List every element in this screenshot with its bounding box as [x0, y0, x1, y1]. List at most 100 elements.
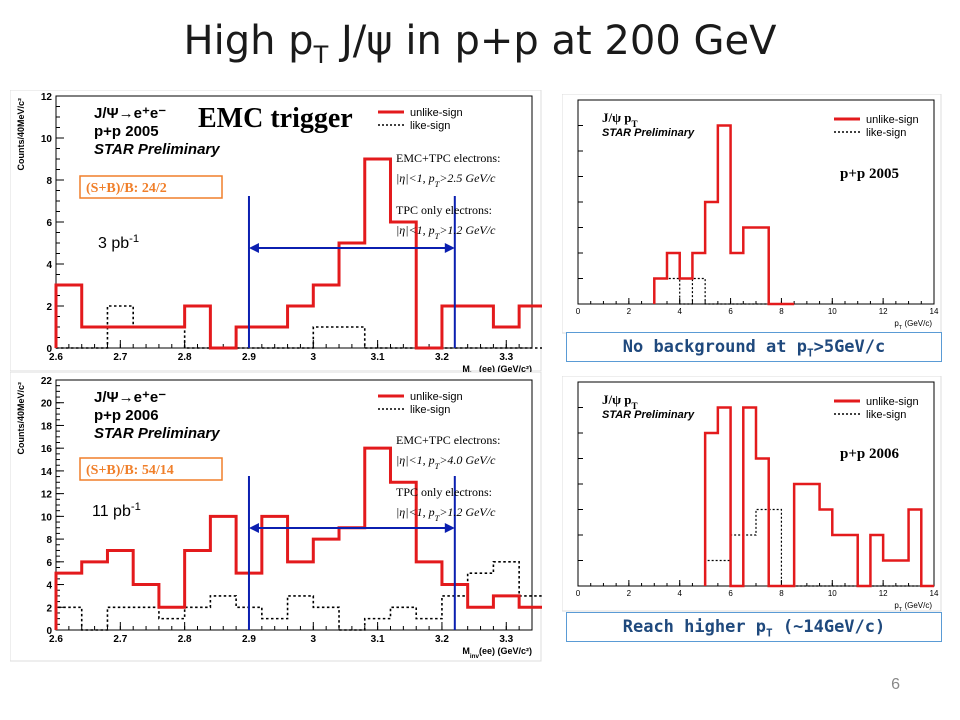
x-axis-title-part-2: (ee) (GeV/c²)	[479, 364, 532, 372]
x-tick-label: 14	[930, 589, 939, 598]
x-tick-label: 3.3	[499, 352, 513, 363]
lumi-label-part-1: -1	[131, 501, 141, 513]
cut-condition-part-2: >4.0 GeV/c	[439, 453, 496, 467]
y-axis-title: Counts/40MeV/c²	[16, 382, 26, 455]
y-tick-label: 0	[46, 626, 52, 637]
caption-bottom-b: (~14GeV/c)	[772, 617, 886, 637]
series-unlike-sign	[54, 157, 542, 350]
panel-minv-2005: 0 2 4 6 8 10 12 2.6 2.7 2.8 2.9 3 3.1 3.2 3.3 Counts/40…	[10, 90, 542, 372]
y-tick-label: 6	[46, 218, 52, 229]
series-unlike-sign	[54, 446, 542, 630]
overlay-title: EMC trigger	[198, 103, 353, 134]
x-tick-label: 3.1	[371, 634, 385, 645]
series-like-sign	[653, 277, 795, 305]
x-tick-label: 2.6	[49, 634, 63, 645]
x-tick-label: 3	[311, 352, 317, 363]
caption-reach-higher: Reach higher pT (~14GeV/c)	[566, 612, 942, 642]
x-axis-title-part-0: M	[462, 364, 470, 372]
y-tick-label: 6	[46, 558, 52, 569]
dataset-tag: p+p 2006	[840, 446, 899, 462]
x-tick-label: 4	[677, 307, 682, 316]
window-arrow-left-head	[248, 243, 259, 253]
cut-condition-part-0: |η|<1, p	[396, 223, 435, 237]
sb-box	[79, 175, 223, 199]
header-preliminary: STAR Preliminary	[94, 141, 220, 158]
header-dataset: p+p 2005	[94, 123, 159, 140]
header-title: J/ψ pT	[602, 110, 638, 129]
dataset-tag: p+p 2005	[840, 166, 899, 182]
sb-box-label: (S+B)/B: 24/2	[86, 181, 167, 196]
x-tick-label: 3.1	[371, 352, 385, 363]
cut-condition-part-1: T	[435, 180, 441, 189]
y-tick-label: 10	[41, 134, 53, 145]
y-tick-label: 8	[46, 535, 52, 546]
x-tick-label: 0	[576, 589, 581, 598]
cut-condition-part-0: |η|<1, p	[396, 505, 435, 519]
caption-top-sub: T	[806, 346, 814, 360]
slide-title: High pT J/ψ in p+p at 200 GeV	[0, 18, 960, 69]
header-preliminary: STAR Preliminary	[602, 409, 695, 421]
x-tick-label: 12	[879, 307, 888, 316]
panel-pt-2005: 0 2 4 6 8 10 12 14 pT (GeV/c) J/ψ pT STAR Prelimin…	[562, 94, 942, 334]
x-tick-label: 2	[627, 307, 632, 316]
caption-top-a: No background at p	[622, 337, 807, 357]
y-tick-label: 2	[46, 302, 52, 313]
y-tick-label: 22	[41, 376, 53, 387]
x-tick-label: 2.9	[242, 352, 256, 363]
sb-box	[79, 457, 223, 481]
cut-condition: |η|<1, pT>1.2 GeV/c	[396, 505, 496, 523]
header-preliminary: STAR Preliminary	[94, 425, 220, 442]
cut-condition-part-1: T	[435, 232, 441, 241]
lumi-label: 3 pb-1	[98, 233, 139, 252]
cut-title: TPC only electrons:	[396, 203, 492, 217]
canvas-frame	[10, 90, 542, 372]
x-tick-label: 2.9	[242, 634, 256, 645]
x-axis-title-part-0: p	[894, 601, 899, 610]
x-tick-label: 2.7	[113, 352, 127, 363]
chart-minv-2005: 0 2 4 6 8 10 12 2.6 2.7 2.8 2.9 3 3.1 3.2 3.3 Counts/40…	[10, 90, 542, 372]
canvas-frame	[562, 376, 942, 612]
cut-condition-part-1: T	[435, 462, 441, 471]
x-tick-label: 8	[779, 307, 784, 316]
header-decay: J/Ψ→e⁺e⁻	[94, 105, 166, 122]
lumi-label-part-1: -1	[129, 233, 139, 245]
y-tick-label: 0	[46, 344, 52, 355]
header-title: J/ψ pT	[602, 392, 638, 411]
x-axis-title: Minv(ee) (GeV/c²)	[462, 364, 532, 372]
caption-bottom-sub: T	[766, 626, 773, 640]
caption-top-b: >5GeV/c	[813, 337, 886, 357]
header-title-part-1: T	[632, 401, 638, 411]
x-axis-title: Minv(ee) (GeV/c²)	[462, 646, 532, 660]
header-title-part-1: T	[632, 119, 638, 129]
series-unlike-sign	[653, 124, 795, 306]
lumi-label-part-0: 3 pb	[98, 235, 129, 252]
cut-title: EMC+TPC electrons:	[396, 151, 500, 165]
slide-title-part-a: High p	[183, 18, 314, 64]
series-unlike-sign	[703, 406, 934, 588]
x-tick-label: 3.2	[435, 634, 449, 645]
legend-like-label: like-sign	[410, 404, 450, 416]
y-tick-label: 16	[41, 444, 53, 455]
x-tick-label: 3	[311, 634, 317, 645]
lumi-label-part-0: 11 pb	[92, 503, 131, 520]
x-axis-title-part-2: (ee) (GeV/c²)	[479, 646, 532, 656]
slide-title-part-b: J/ψ in p+p at 200 GeV	[328, 18, 777, 64]
legend-unlike-label: unlike-sign	[866, 396, 919, 408]
x-axis-title: pT (GeV/c)	[894, 319, 932, 331]
x-axis-title-part-1: inv	[470, 371, 480, 373]
x-axis-title-part-1: T	[899, 607, 903, 612]
y-tick-label: 10	[41, 512, 53, 523]
x-tick-label: 8	[779, 589, 784, 598]
header-title-part-0: J/ψ p	[602, 392, 632, 407]
window-arrow-right-head	[444, 523, 455, 533]
x-axis-title-part-0: p	[894, 319, 899, 328]
slide-title-subscript: T	[313, 41, 329, 69]
y-tick-label: 14	[41, 467, 53, 478]
x-tick-label: 3.3	[499, 634, 513, 645]
window-arrow-left-head	[248, 523, 259, 533]
x-axis-title-part-2: (GeV/c)	[902, 601, 932, 610]
x-tick-label: 6	[728, 307, 733, 316]
x-tick-label: 2.6	[49, 352, 63, 363]
